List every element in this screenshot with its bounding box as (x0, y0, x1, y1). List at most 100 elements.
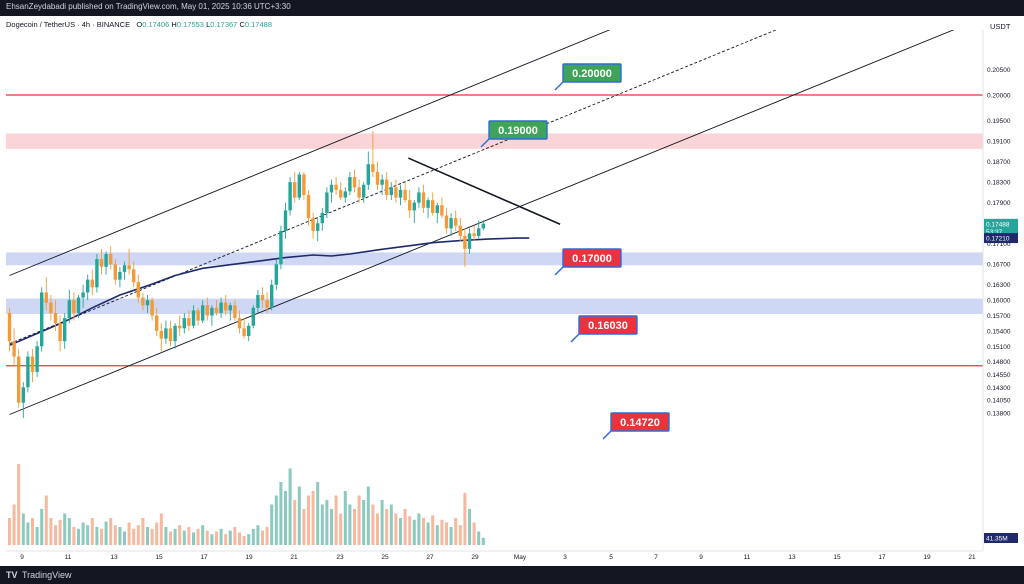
price-tick-label: 0.17100 (987, 241, 1011, 248)
candle-body (454, 218, 458, 226)
annotation-box (610, 412, 670, 432)
candle-body (306, 194, 311, 219)
volume-bar (399, 518, 402, 545)
volume-bar (431, 515, 435, 545)
open-value: 0.17406 (142, 20, 170, 29)
time-tick-label: 11 (744, 554, 751, 561)
candle-body (403, 189, 407, 201)
candle-body (444, 215, 449, 229)
candle-body (431, 200, 435, 213)
volume-bar (435, 525, 439, 545)
channel-upper-line (9, 30, 611, 276)
candle-body (173, 325, 177, 342)
volume-bar (311, 491, 315, 545)
ma-price-label: 0.17210 (986, 236, 1010, 243)
price-tick-label: 0.16300 (987, 282, 1011, 289)
low-label: L (206, 20, 211, 29)
volume-bar (192, 532, 195, 545)
low-value: 0.17367 (210, 20, 238, 29)
candle-body (375, 171, 380, 185)
volume-bar (371, 504, 375, 545)
volume-bar (256, 525, 260, 545)
volume-bar (95, 527, 99, 545)
symbol-legend: Dogecoin / TetherUS · 4h · BINANCE O0.17… (6, 20, 272, 29)
volume-bar (339, 513, 343, 545)
volume-bar (325, 500, 329, 545)
countdown-label: 53:37 (986, 229, 1003, 236)
volume-bar (164, 527, 168, 545)
candle-body (481, 223, 485, 229)
time-tick-label: 17 (200, 554, 208, 561)
volume-bar (31, 518, 34, 545)
volume-bar (210, 534, 214, 545)
annotation-box (562, 63, 622, 83)
price-tick-label: 0.15400 (987, 328, 1011, 335)
volume-bar (54, 525, 57, 545)
volume-bar (169, 531, 172, 545)
volume-bar (293, 500, 297, 545)
annotation-label: 0.14720 (620, 417, 660, 429)
price-chart[interactable]: 0.20000 0.19000 0.17000 0.16030 0.14720 0.205… (0, 16, 1024, 566)
time-tick-label: 29 (471, 554, 479, 561)
time-tick-label: 7 (654, 554, 658, 561)
candle-body (389, 187, 393, 195)
annotation-label: 0.16030 (588, 320, 628, 332)
time-tick-label: 27 (426, 554, 434, 561)
price-tick-label: 0.20500 (987, 67, 1011, 74)
volume-bar (44, 495, 48, 545)
zone-support-1 (6, 252, 983, 266)
candle-body (477, 228, 481, 237)
candle-body (145, 300, 150, 306)
candle-body (136, 282, 140, 298)
volume-bar (417, 513, 421, 545)
candle-body (76, 297, 81, 313)
candle-body (320, 212, 324, 224)
volume-bar (178, 525, 182, 545)
volume-bar (265, 527, 269, 545)
candle-body (17, 356, 21, 403)
publisher-line: EhsanZeydabadi published on TradingView.… (6, 2, 291, 11)
candle-body (72, 300, 76, 313)
candle-body (49, 302, 53, 313)
volume-bar (205, 530, 209, 545)
price-tick-label: 0.15100 (987, 344, 1011, 351)
candle-body (35, 346, 39, 372)
volume-bar (472, 522, 476, 545)
candle-body (242, 328, 246, 337)
zone-support-2 (6, 298, 983, 314)
candle-body (86, 279, 90, 293)
volume-bar (270, 504, 274, 545)
time-tick-label: 17 (878, 554, 886, 561)
candle-body (21, 387, 25, 403)
volume-bar (219, 528, 223, 545)
volume-bar (40, 509, 44, 545)
volume-bar (380, 500, 384, 545)
volume-bar (343, 491, 347, 545)
volume-label: 41.35M (986, 536, 1008, 543)
volume-bar (422, 518, 425, 545)
volume-bar (334, 495, 338, 545)
candle-body (394, 187, 398, 198)
price-tick-label: 0.19100 (987, 139, 1011, 146)
annotation-label: 0.20000 (572, 68, 612, 80)
symbol-name: Dogecoin / TetherUS · 4h · BINANCE (6, 20, 131, 29)
candle-body (81, 292, 85, 298)
price-tick-label: 0.19500 (987, 118, 1011, 125)
volume-bar (302, 509, 306, 545)
volume-bar (449, 527, 453, 545)
time-tick-label: 21 (290, 554, 298, 561)
candle-body (95, 259, 99, 288)
volume-bar (385, 509, 389, 545)
volume-bar (389, 504, 393, 545)
candle-body (164, 328, 168, 339)
candle-body (357, 187, 361, 198)
time-tick-label: 13 (788, 554, 796, 561)
candle-body (53, 312, 58, 324)
candle-body (210, 307, 214, 316)
price-tick-label: 0.14550 (987, 372, 1011, 379)
volume-bar (481, 537, 485, 545)
candle-body (417, 192, 421, 203)
candle-body (205, 305, 209, 316)
volume-bar (215, 531, 218, 545)
volume-bar (224, 534, 228, 545)
